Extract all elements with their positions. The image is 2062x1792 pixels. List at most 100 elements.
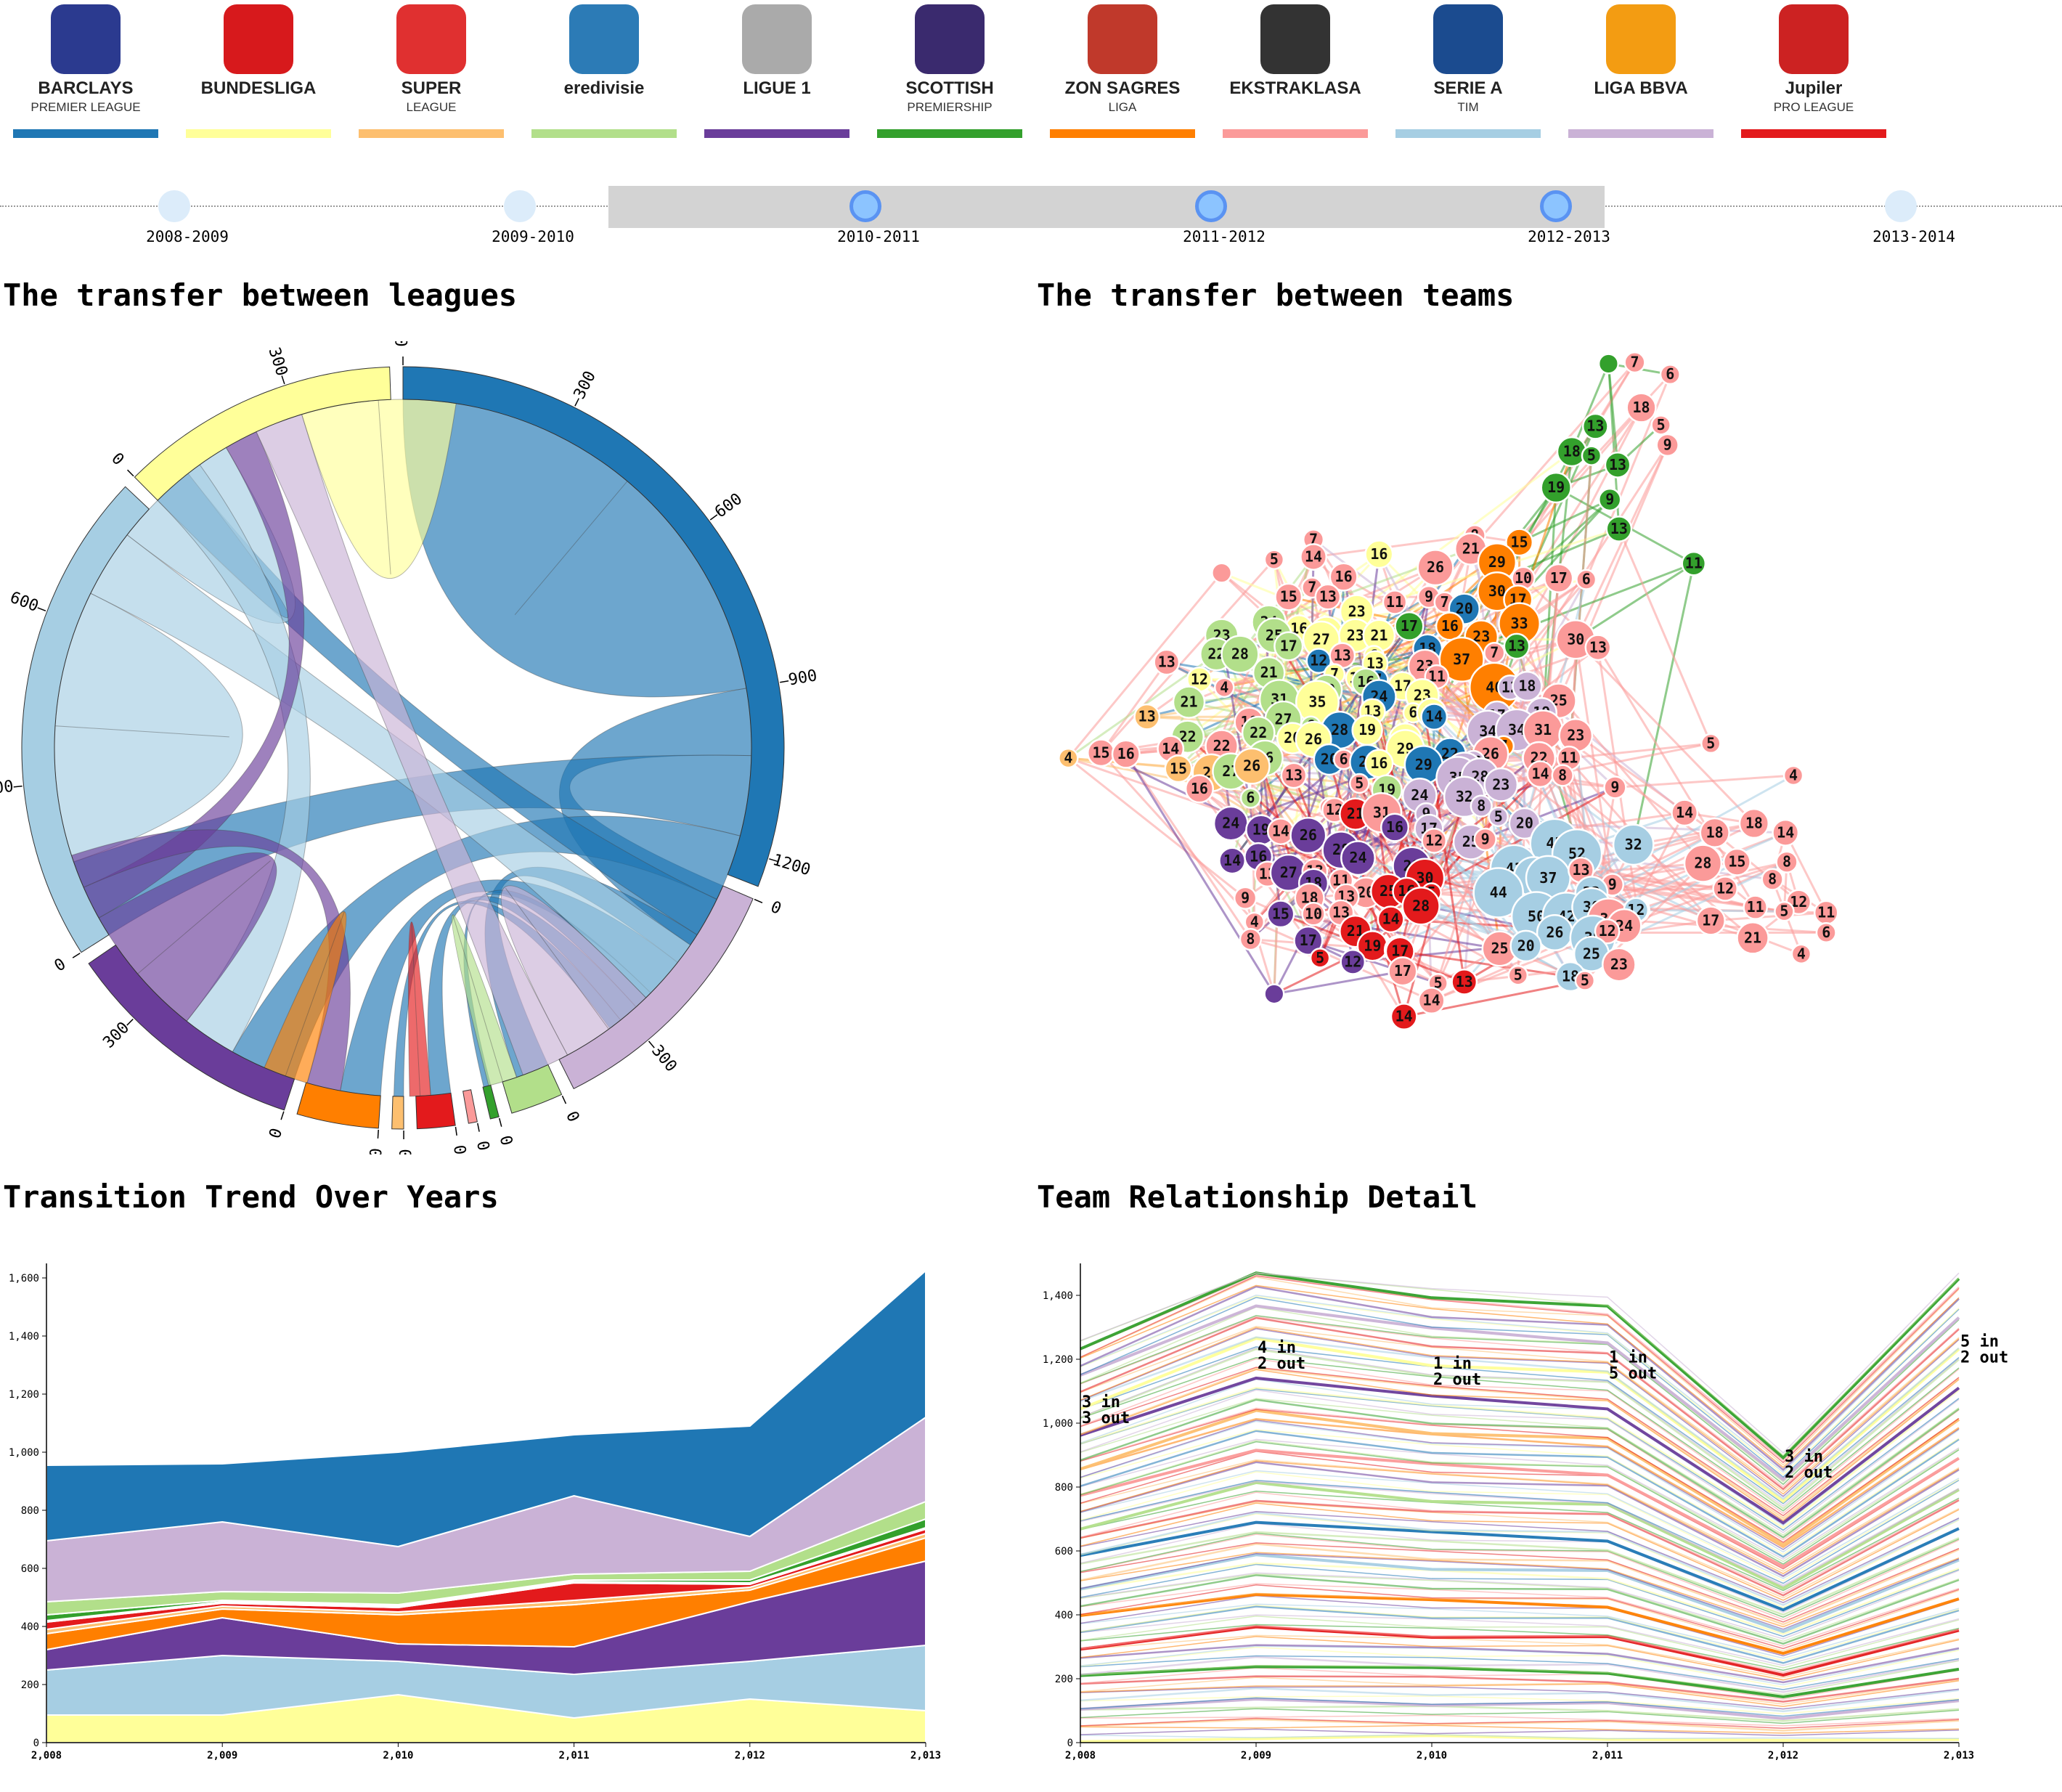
network-node[interactable] — [1775, 850, 1798, 873]
team-line[interactable] — [1080, 1376, 1960, 1525]
network-node[interactable] — [1551, 764, 1574, 787]
network-node[interactable] — [1377, 905, 1405, 934]
network-node[interactable] — [1774, 900, 1795, 922]
network-node[interactable] — [1263, 983, 1285, 1005]
league-logo[interactable]: BARCLAYS PREMIER LEAGUE — [13, 0, 158, 138]
network-node[interactable] — [1544, 563, 1574, 593]
network-node[interactable] — [1722, 847, 1751, 876]
network-node[interactable] — [1650, 415, 1671, 436]
network-node[interactable] — [1172, 685, 1206, 719]
network-node[interactable] — [1671, 799, 1699, 827]
network-node[interactable] — [1214, 677, 1235, 699]
network-node[interactable] — [1655, 433, 1679, 457]
network-node[interactable] — [1470, 794, 1493, 818]
network-node[interactable] — [1473, 827, 1497, 852]
network-node[interactable] — [1790, 943, 1812, 965]
team-line[interactable] — [1080, 1636, 1960, 1681]
team-line[interactable] — [1080, 1420, 1960, 1550]
team-line[interactable] — [1080, 1316, 1960, 1491]
team-line[interactable] — [1080, 1430, 1960, 1558]
team-line[interactable] — [1080, 1562, 1960, 1635]
network-node[interactable] — [1340, 949, 1366, 975]
team-line[interactable] — [1080, 1438, 1960, 1560]
network-node[interactable] — [1736, 921, 1769, 955]
network-node[interactable] — [1420, 703, 1448, 731]
team-line[interactable] — [1080, 1481, 1960, 1590]
network-node[interactable] — [1438, 636, 1485, 683]
team-line[interactable] — [1080, 1523, 1960, 1613]
network-node[interactable] — [1153, 648, 1181, 676]
chord-group-arc[interactable] — [502, 1064, 563, 1114]
team-line[interactable] — [1080, 1315, 1960, 1486]
team-line[interactable] — [1080, 1697, 1960, 1720]
team-line[interactable] — [1080, 1616, 1960, 1669]
year-dot[interactable] — [1540, 190, 1572, 222]
team-line[interactable] — [1080, 1543, 1960, 1626]
team-line[interactable] — [1080, 1553, 1960, 1634]
network-node[interactable] — [1233, 747, 1271, 785]
team-line[interactable] — [1080, 1386, 1960, 1529]
network-node[interactable] — [1574, 970, 1596, 991]
network-node[interactable] — [1505, 528, 1534, 557]
league-logo[interactable]: SUPER LEAGUE — [359, 0, 504, 138]
network-node[interactable] — [1382, 590, 1408, 615]
team-line[interactable] — [1080, 1358, 1960, 1515]
team-line[interactable] — [1080, 1605, 1960, 1664]
team-line[interactable] — [1080, 1624, 1960, 1671]
team-line[interactable] — [1080, 1306, 1960, 1483]
team-line[interactable] — [1080, 1614, 1960, 1666]
league-logo[interactable]: BUNDESLIGA — [186, 0, 331, 138]
network-node[interactable] — [1576, 569, 1597, 590]
network-node[interactable] — [1743, 895, 1768, 920]
team-line[interactable] — [1080, 1327, 1960, 1495]
team-line[interactable] — [1080, 1336, 1960, 1500]
team-line[interactable] — [1080, 1665, 1960, 1698]
network-node[interactable] — [1605, 516, 1633, 542]
league-logo[interactable]: Jupiler PRO LEAGUE — [1741, 0, 1886, 138]
team-line[interactable] — [1080, 1491, 1960, 1594]
team-line[interactable] — [1080, 1563, 1960, 1637]
team-line[interactable] — [1080, 1511, 1960, 1604]
year-dot[interactable] — [504, 190, 536, 222]
network-node[interactable] — [1390, 1003, 1418, 1031]
team-line[interactable] — [1080, 1429, 1960, 1555]
team-line[interactable] — [1080, 1398, 1960, 1536]
team-line[interactable] — [1080, 1471, 1960, 1582]
team-line[interactable] — [1080, 1734, 1960, 1743]
team-line[interactable] — [1080, 1409, 1960, 1547]
network-node[interactable] — [1451, 968, 1478, 995]
team-line[interactable] — [1080, 1512, 1960, 1606]
team-line[interactable] — [1080, 1534, 1960, 1621]
network-node[interactable] — [1314, 583, 1342, 611]
team-line[interactable] — [1080, 1589, 1960, 1652]
network-node[interactable] — [1626, 392, 1657, 423]
chord-group-arc[interactable] — [21, 486, 150, 953]
team-line[interactable] — [1080, 1680, 1960, 1708]
team-line[interactable] — [1080, 1531, 1960, 1616]
team-line[interactable] — [1080, 1294, 1960, 1473]
network-node[interactable] — [1772, 818, 1800, 847]
team-line[interactable] — [1080, 1724, 1960, 1734]
team-line[interactable] — [1080, 1708, 1960, 1724]
team-line[interactable] — [1080, 1284, 1960, 1468]
network-node[interactable] — [1761, 868, 1784, 891]
network-node[interactable] — [1623, 351, 1646, 374]
chord-group-arc[interactable] — [415, 1092, 456, 1130]
year-dot[interactable] — [1885, 190, 1917, 222]
team-line[interactable] — [1080, 1316, 1960, 1488]
network-node[interactable] — [1483, 767, 1519, 802]
team-line[interactable] — [1080, 1734, 1960, 1740]
team-line[interactable] — [1080, 1717, 1960, 1729]
chord-group-arc[interactable] — [402, 366, 785, 887]
area-series[interactable] — [46, 1268, 926, 1548]
team-line[interactable] — [1080, 1624, 1960, 1674]
team-line[interactable] — [1080, 1276, 1960, 1466]
team-line[interactable] — [1080, 1272, 1960, 1454]
team-line[interactable] — [1080, 1667, 1960, 1701]
network-node[interactable] — [1280, 762, 1308, 789]
team-line[interactable] — [1080, 1647, 1960, 1688]
chord-group-arc[interactable] — [482, 1084, 500, 1120]
chord-group-arc[interactable] — [558, 885, 754, 1090]
network-node[interactable] — [1309, 948, 1331, 969]
network-node[interactable] — [1233, 886, 1258, 910]
